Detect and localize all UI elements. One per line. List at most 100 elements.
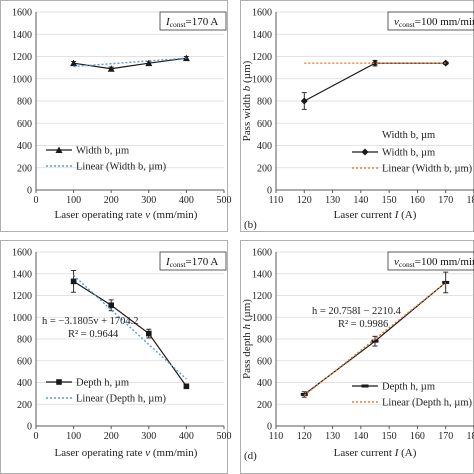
condition-box: [387, 11, 474, 31]
series-data: [70, 54, 190, 72]
y-tick-label: 1000: [252, 313, 272, 324]
x-tick-label: 100: [66, 431, 81, 442]
data-point: [56, 379, 62, 385]
panel-letter: (d): [244, 450, 257, 462]
y-axis-label: Pass width b (µm): [241, 60, 253, 141]
x-tick-label: 200: [104, 431, 119, 442]
y-tick-label: 1200: [252, 52, 272, 63]
condition-label: Iconst=170 A: [165, 16, 218, 29]
x-tick-label: 120: [297, 195, 312, 206]
y-tick-label: 1400: [252, 269, 272, 280]
series-trendline: [73, 57, 187, 68]
data-point: [182, 54, 190, 62]
x-tick-label: 500: [217, 431, 232, 442]
y-tick-label: 1600: [252, 8, 272, 19]
x-tick-label: 170: [438, 195, 453, 206]
y-tick-label: 800: [17, 335, 32, 346]
y-tick-label: 1400: [12, 30, 32, 41]
x-tick-label: 140: [353, 431, 368, 442]
trend-r2: R² = 0.9644: [68, 329, 119, 340]
data-point: [55, 146, 63, 153]
y-tick-label: 0: [27, 186, 32, 197]
y-axis-label: Pass depth h (µm): [241, 299, 253, 379]
y-tick-label: 200: [17, 400, 32, 411]
series-line: [73, 280, 187, 387]
y-tick-label: 1200: [252, 291, 272, 302]
data-point: [145, 59, 153, 67]
x-tick-label: 180: [467, 431, 474, 442]
data-point: [442, 280, 450, 284]
data-point: [361, 148, 369, 156]
legend-entry: Depth h, µm: [382, 382, 435, 393]
y-tick-label: 1600: [12, 248, 32, 259]
y-tick-label: 600: [17, 356, 32, 367]
y-tick-label: 0: [267, 422, 272, 433]
y-tick-label: 600: [17, 119, 32, 130]
x-tick-label: 110: [269, 431, 284, 442]
legend-entry: Width b, µm: [382, 148, 435, 159]
y-tick-label: 800: [257, 97, 272, 108]
data-point: [371, 339, 379, 343]
data-point: [70, 278, 77, 285]
data-point: [146, 330, 152, 337]
legend-title: Width b, µm: [382, 130, 435, 141]
y-tick-label: 1600: [252, 248, 272, 259]
x-tick-label: 200: [104, 195, 119, 206]
chart-panel-d: 0 200 400 600 800 1000 1200 1400 1600 110 120 130 14…: [240, 240, 474, 474]
y-tick-label: 200: [17, 163, 32, 174]
x-tick-label: 150: [382, 195, 397, 206]
condition-box: [159, 11, 227, 31]
panel-border: [0, 0, 228, 232]
x-axis-label: Laser operating rate v (mm/min): [55, 447, 198, 459]
y-tick-label: 400: [257, 141, 272, 152]
y-tick-label: 1200: [12, 291, 32, 302]
y-tick-label: 1600: [12, 8, 32, 19]
series-line: [304, 62, 446, 102]
y-tick-label: 400: [257, 378, 272, 389]
y-tick-label: 1000: [252, 74, 272, 85]
y-tick-label: 200: [257, 400, 272, 411]
y-tick-label: 0: [267, 186, 272, 197]
x-tick-label: 400: [179, 431, 194, 442]
x-tick-label: 130: [325, 431, 340, 442]
legend-entry: Linear (Width b, µm): [76, 162, 167, 173]
series-data: [300, 59, 450, 110]
x-tick-label: 300: [141, 431, 156, 442]
x-tick-label: 140: [353, 195, 368, 206]
data-point: [107, 65, 115, 72]
series-trendline: [73, 274, 187, 380]
x-tick-label: 100: [66, 195, 81, 206]
condition-box: [387, 251, 474, 271]
y-tick-label: 1400: [12, 269, 32, 280]
panel-letter: (b): [244, 219, 257, 231]
data-point: [108, 302, 114, 309]
y-tick-label: 400: [17, 378, 32, 389]
x-tick-label: 0: [34, 431, 39, 442]
y-tick-label: 800: [17, 97, 32, 108]
x-tick-label: 130: [325, 195, 340, 206]
y-tick-label: 1000: [12, 74, 32, 85]
data-point: [70, 59, 78, 67]
chart-panel-a: 0 200 400 600 800 1000 1200 1400 1600 0 100 200 300 4…: [0, 0, 232, 232]
chart-panel-b: 0 200 400 600 800 1000 1200 1400 1600 110 120 130 14…: [240, 0, 474, 232]
series-line: [73, 57, 187, 70]
x-axis-label: Laser current I (A): [334, 209, 417, 221]
data-point: [371, 59, 379, 67]
chart-panel-c: 0 200 400 600 800 1000 1200 1400 1600 0 100 200 300 4…: [0, 240, 232, 474]
x-axis-label: Laser current I (A): [334, 447, 417, 459]
legend-entry: Linear (Width b, µm): [382, 164, 473, 175]
y-tick-label: 400: [17, 141, 32, 152]
condition-label: vconst=100 mm/min: [394, 16, 474, 29]
x-tick-label: 300: [141, 195, 156, 206]
legend-entry: Depth h, µm: [76, 378, 129, 389]
y-tick-label: 600: [257, 119, 272, 130]
x-tick-label: 500: [217, 195, 232, 206]
trend-equation: h = 20.758I − 2210.4: [312, 306, 402, 317]
x-tick-label: 150: [382, 431, 397, 442]
y-tick-label: 200: [257, 163, 272, 174]
x-tick-label: 0: [34, 195, 39, 206]
series-data: [70, 270, 190, 390]
legend-entry: Linear (Depth h, µm): [382, 398, 473, 409]
data-point: [300, 97, 308, 105]
